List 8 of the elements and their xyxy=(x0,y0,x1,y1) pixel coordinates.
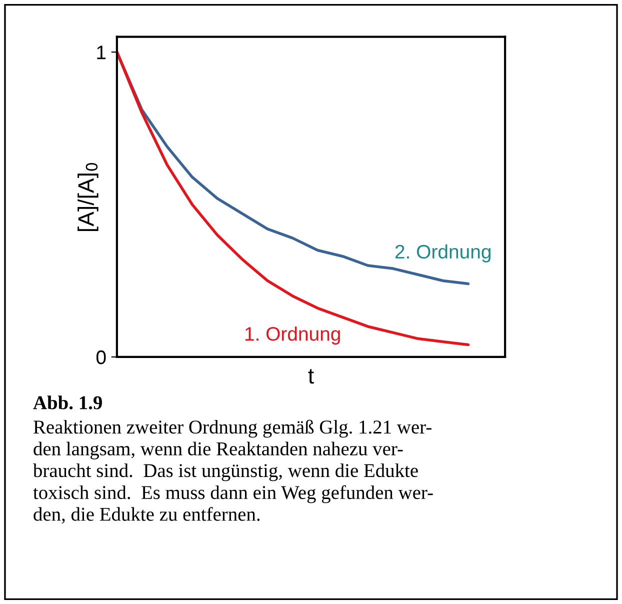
x-axis-title: t xyxy=(308,369,314,384)
series-label: 1. Ordnung xyxy=(245,326,340,345)
y-axis-title: [A]/[A]$_{0}$ xyxy=(78,162,98,231)
caption: Abb. 1.9 xyxy=(33,396,102,410)
text: Reaktionen zweiter Ordnung gemäß Glg. 1.21 wer- den langsam, wenn die Reaktanden nahezu ver- braucht sind. Das ist ungünstig, wenn die Edukte toxisch sind. Es muss dann ein Weg gefunden wer- den, die Edukte zu entfernen. xyxy=(32,420,433,524)
y-tick-label: 1 xyxy=(97,46,106,60)
series-label: 2. Ordnung xyxy=(395,244,490,262)
y-tick-label: 0 xyxy=(96,350,106,364)
